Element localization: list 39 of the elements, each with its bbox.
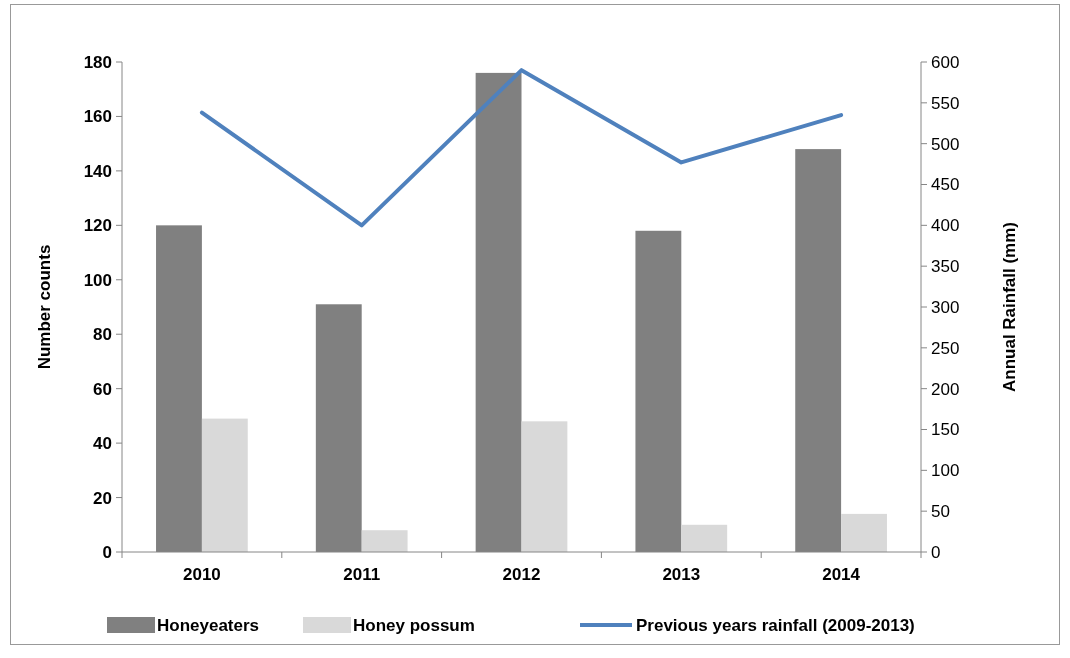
- y2-tick-label: 450: [931, 175, 960, 195]
- y2-tick-label: 50: [931, 502, 950, 522]
- y-tick-label: 0: [102, 542, 112, 562]
- y2-tick-label: 250: [931, 338, 960, 358]
- y2-tick-label: 350: [931, 257, 960, 277]
- y-tick-label: 180: [83, 52, 112, 72]
- y-tick-label: 100: [83, 270, 112, 290]
- x-tick-label: 2012: [502, 565, 541, 584]
- x-tick-label: 2014: [822, 565, 861, 584]
- x-tick-label: 2010: [182, 565, 221, 584]
- y-tick-label: 80: [93, 325, 112, 345]
- y-tick-label: 120: [83, 216, 112, 236]
- bar: [361, 530, 408, 552]
- y-axis-title: Number counts: [35, 244, 54, 370]
- legend-label: Honeyeaters: [157, 615, 260, 635]
- y2-axis-title: Annual Rainfall (mm): [1000, 221, 1019, 393]
- x-tick-label: 2011: [343, 565, 381, 584]
- y2-tick-label: 0: [931, 542, 941, 562]
- legend-label: Honey possum: [353, 615, 475, 635]
- y-tick-label: 60: [93, 379, 112, 399]
- y-tick-label: 140: [83, 161, 112, 181]
- legend-label: Previous years rainfall (2009-2013): [636, 615, 915, 635]
- bar: [841, 513, 887, 552]
- y2-tick-label: 500: [931, 134, 960, 154]
- y2-tick-label: 550: [931, 93, 960, 113]
- y-tick-label: 160: [83, 107, 112, 127]
- y2-tick-label: 600: [931, 52, 960, 72]
- y2-tick-label: 200: [931, 379, 960, 399]
- y-tick-label: 40: [93, 434, 112, 454]
- y2-tick-label: 150: [931, 420, 960, 440]
- line-series: [199, 68, 844, 228]
- bar: [201, 418, 248, 552]
- y2-tick-label: 100: [931, 461, 960, 481]
- bar: [521, 421, 568, 552]
- bar: [681, 524, 728, 552]
- x-tick-label: 2013: [662, 565, 701, 584]
- y-tick-label: 20: [93, 488, 112, 508]
- y2-tick-label: 300: [931, 297, 960, 317]
- y2-tick-label: 400: [931, 216, 960, 236]
